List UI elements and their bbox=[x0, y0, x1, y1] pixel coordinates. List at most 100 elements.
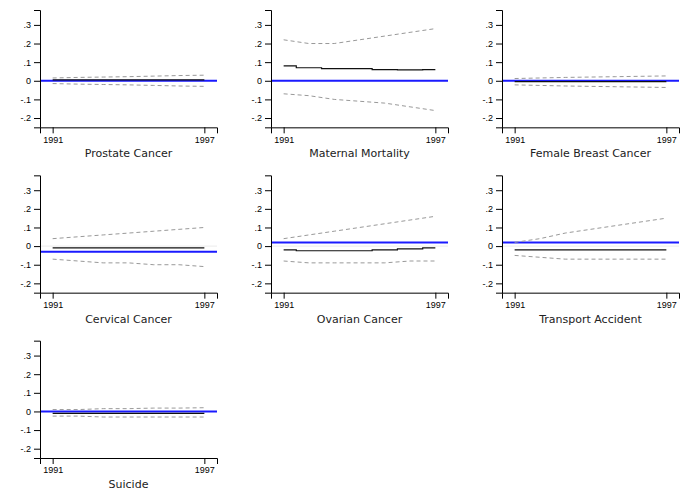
axis: 1991 1997 bbox=[503, 293, 680, 310]
tick: .1 bbox=[485, 223, 502, 233]
axis-line bbox=[265, 176, 272, 293]
tick-label: .2 bbox=[485, 204, 493, 214]
tick: .2 bbox=[23, 204, 40, 214]
tick-label: -.1 bbox=[251, 260, 262, 270]
reference-line bbox=[271, 80, 448, 81]
axis-line bbox=[503, 128, 680, 134]
tick: .2 bbox=[485, 39, 502, 49]
step-line bbox=[515, 249, 667, 250]
tick-mark bbox=[496, 265, 502, 266]
tick-mark bbox=[496, 25, 502, 26]
tick: .1 bbox=[23, 223, 40, 233]
tick-mark bbox=[34, 190, 40, 191]
plot-area bbox=[40, 227, 217, 266]
tick-label: 1997 bbox=[657, 300, 677, 310]
tick: 0 bbox=[26, 407, 40, 417]
subplot: 19911997-.2-.10.1.2.3Female Breast Cance… bbox=[482, 11, 679, 161]
tick-mark bbox=[496, 81, 502, 82]
tick-mark bbox=[496, 283, 502, 284]
tick: .3 bbox=[254, 186, 271, 196]
tick: 1991 bbox=[43, 458, 63, 475]
tick-mark bbox=[34, 44, 40, 45]
tick-mark bbox=[265, 99, 271, 100]
axis-line bbox=[503, 293, 680, 299]
tick-label: .1 bbox=[254, 58, 262, 68]
axis-line bbox=[34, 11, 41, 128]
tick-label: -.1 bbox=[20, 425, 31, 435]
tick: 0 bbox=[488, 76, 502, 86]
tick-mark bbox=[515, 293, 516, 299]
reference-line bbox=[271, 246, 448, 247]
tick: 1997 bbox=[426, 127, 446, 144]
tick: .1 bbox=[485, 58, 502, 68]
tick-mark bbox=[34, 393, 40, 394]
plot-area bbox=[271, 29, 448, 111]
tick-mark bbox=[265, 190, 271, 191]
tick-mark bbox=[265, 81, 271, 82]
tick: -.2 bbox=[20, 279, 40, 289]
tick-label: 0 bbox=[26, 76, 31, 86]
tick-label: 1997 bbox=[195, 135, 215, 145]
line bbox=[53, 416, 205, 418]
tick-label: 1991 bbox=[43, 465, 63, 475]
tick-mark bbox=[666, 127, 667, 133]
tick-mark bbox=[515, 127, 516, 133]
tick: -.2 bbox=[482, 279, 502, 289]
line bbox=[515, 76, 667, 79]
tick: -.1 bbox=[482, 260, 502, 270]
line bbox=[53, 227, 205, 238]
step-line bbox=[284, 248, 436, 251]
axis: 19911997 bbox=[503, 127, 680, 144]
step-line bbox=[53, 413, 205, 414]
tick-mark bbox=[496, 190, 502, 191]
tick-label: 1997 bbox=[426, 300, 446, 310]
tick-mark bbox=[265, 118, 271, 119]
subplot-title: Ovarian Cancer bbox=[317, 313, 403, 326]
reference-line bbox=[502, 80, 679, 82]
line bbox=[515, 255, 667, 259]
tick-mark bbox=[265, 265, 271, 266]
tick: 1997 bbox=[426, 293, 446, 310]
tick-mark bbox=[265, 209, 271, 210]
subplot: 19911997-.2-.10.1.2.3Cervical Cancer bbox=[20, 176, 217, 326]
subplot: 19911997-.2-.10.1.2.3Suicide bbox=[20, 341, 217, 491]
tick-label: -.1 bbox=[20, 260, 31, 270]
tick-mark bbox=[435, 293, 436, 299]
tick: .2 bbox=[23, 370, 40, 380]
axis-line bbox=[265, 11, 272, 128]
subplot-title: Cervical Cancer bbox=[85, 313, 172, 326]
reference-line bbox=[40, 410, 217, 412]
tick: .2 bbox=[254, 39, 271, 49]
tick-mark bbox=[53, 127, 54, 133]
tick-label: -.2 bbox=[482, 113, 493, 123]
reference-line bbox=[40, 80, 217, 81]
reference-line bbox=[40, 246, 217, 247]
plot-area bbox=[40, 75, 217, 86]
tick-label: .1 bbox=[23, 58, 31, 68]
axis: -.2-.10.1.2.3 bbox=[20, 11, 40, 128]
tick: 0 bbox=[26, 76, 40, 86]
tick-label: 1991 bbox=[43, 135, 63, 145]
subplot: 19911997-.2-.10.1.2.3Transport Accident bbox=[482, 176, 679, 326]
tick-label: 1991 bbox=[274, 135, 294, 145]
tick-label: 0 bbox=[26, 241, 31, 251]
plot-area bbox=[40, 408, 217, 417]
tick-label: 1991 bbox=[505, 135, 525, 145]
axis-line bbox=[272, 293, 449, 299]
tick-label: 1997 bbox=[195, 465, 215, 475]
reference-line bbox=[271, 80, 448, 82]
axis-line bbox=[34, 341, 41, 458]
tick-label: 1991 bbox=[505, 300, 525, 310]
line bbox=[53, 259, 205, 266]
line bbox=[284, 261, 436, 263]
reference-line bbox=[40, 411, 217, 412]
tick: .3 bbox=[485, 20, 502, 30]
tick-label: -.1 bbox=[20, 95, 31, 105]
tick-label: 0 bbox=[488, 241, 493, 251]
axis: 1991 1997 bbox=[272, 127, 449, 144]
axis: -.2-.10.1.2.3 bbox=[482, 11, 502, 128]
tick-mark bbox=[34, 283, 40, 284]
tick-mark bbox=[496, 209, 502, 210]
line bbox=[284, 29, 436, 44]
line bbox=[515, 85, 667, 88]
